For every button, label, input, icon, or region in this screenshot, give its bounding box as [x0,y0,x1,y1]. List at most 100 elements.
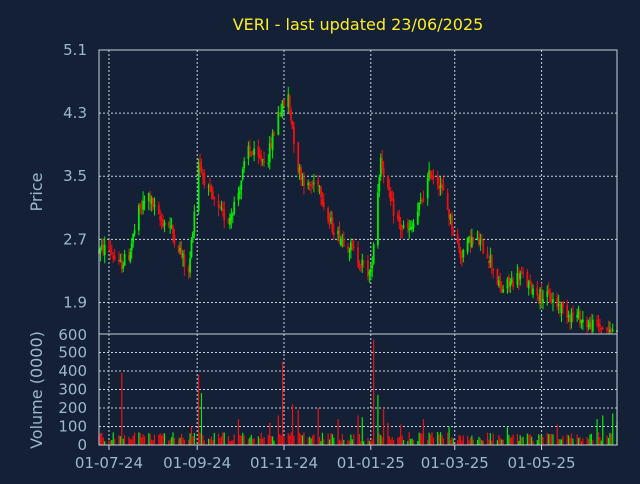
candle-body [382,167,385,176]
candle-body [429,171,432,179]
candle-body [567,314,570,318]
candle-body [197,162,200,212]
candle-body [359,265,362,267]
x-axis-ticks: 01-07-24 01-09-24 01-11-24 01-01-25 01-03-25… [75,445,576,472]
candle-body [260,156,263,162]
candle-body [237,192,240,201]
candle-body [436,176,439,185]
candle-body [229,217,231,225]
candle-body [243,161,246,169]
candle-body [419,200,422,202]
volume-tick-label: 100 [58,418,87,436]
candle-body [490,254,493,268]
candle-body [516,272,519,285]
candle-body [133,230,136,234]
candle-body [599,324,601,327]
x-tick-label: 01-07-24 [75,454,143,472]
candle-body [581,319,584,323]
candle-body [317,180,320,186]
candle-body [600,328,603,331]
candle-body [416,211,419,225]
price-axis-label: Price [27,172,46,211]
candle-body [241,169,244,180]
candle-body [472,237,475,240]
candle-body [109,248,112,252]
candle-body [341,239,344,241]
candle-body [291,121,294,129]
candle-body [120,259,123,270]
candle-body [569,316,571,321]
candle-body [221,209,224,211]
candle-body [247,146,250,159]
candle-body [408,228,411,231]
candle-body [460,256,463,258]
candle-body [137,205,140,231]
candle-body [340,239,342,246]
candle-body [258,154,261,158]
candle-body [519,272,522,280]
candle-body [452,231,455,234]
candle-body [367,260,369,277]
candle-body [348,250,351,253]
candle-body [250,151,253,156]
candle-body [499,280,502,289]
candle-body [482,239,485,254]
candle-body [293,126,295,144]
x-tick-label: 01-01-25 [337,454,405,472]
candle-body [352,246,355,249]
candle-body [118,259,120,262]
candle-body [233,201,236,215]
candle-body [448,209,450,219]
candle-body [442,185,445,191]
candle-body [320,187,322,198]
candle-body [606,327,608,331]
candle-body [327,208,330,221]
candle-body [271,133,274,151]
candle-body [311,183,314,185]
candle-body [577,311,580,316]
candle-body [251,153,254,155]
candle-body [102,243,105,254]
candle-body [297,142,300,173]
candle-body [152,198,154,208]
candle-body [480,238,483,241]
candle-body [439,185,442,188]
candle-body [227,219,230,224]
candle-body [438,186,441,190]
candle-body [142,200,145,210]
candle-body [402,225,405,228]
candle-body [261,159,264,161]
candle-body [112,255,115,259]
candle-body [549,293,552,302]
candle-body [351,244,354,247]
candle-body [113,256,116,259]
candle-body [586,319,589,328]
candle-body [392,198,395,216]
candle-body [432,176,435,179]
candle-body [532,288,534,296]
candle-body [337,230,339,234]
candle-body [517,274,520,281]
candle-body [160,218,163,221]
candle-body [456,233,459,243]
candle-body [187,267,190,272]
price-candles [98,86,618,334]
candle-body [99,248,102,254]
candle-body [342,239,345,247]
candle-body [127,255,130,261]
candle-body [328,219,331,223]
candle-body [530,282,533,294]
candle-body [398,216,401,223]
candle-body [143,201,146,203]
candle-body [458,243,460,249]
candle-body [539,289,542,302]
candle-body [119,260,122,262]
candle-body [560,303,563,313]
candle-body [347,246,349,251]
candle-body [290,110,293,121]
candle-body [349,242,352,251]
candle-body [140,207,143,209]
candle-body [537,296,540,300]
candle-body [500,286,503,291]
